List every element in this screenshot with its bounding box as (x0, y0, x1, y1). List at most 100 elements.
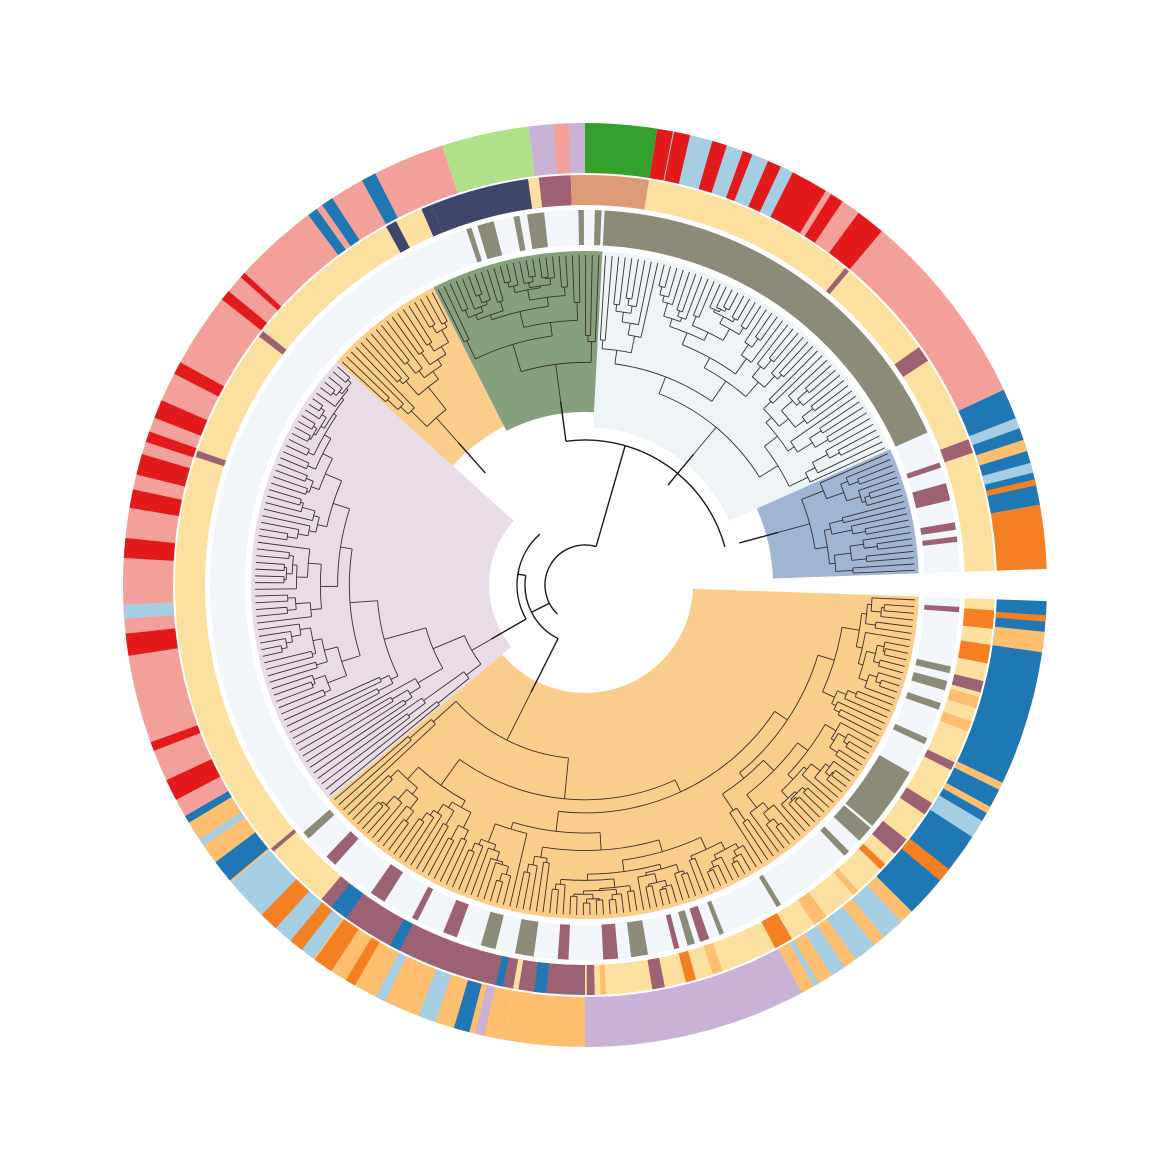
branch (283, 676, 380, 721)
outer-ring-segment (322, 198, 360, 247)
branch (435, 417, 460, 444)
branch (796, 401, 801, 406)
branch (380, 801, 384, 805)
branch (302, 506, 316, 512)
backbone-arc (516, 533, 541, 620)
branch (558, 255, 563, 288)
branch (601, 340, 604, 349)
branch (474, 273, 483, 295)
branch (864, 687, 896, 699)
branch (640, 263, 659, 338)
branch (763, 813, 771, 822)
branch (835, 769, 851, 782)
middle-ring-segment (947, 688, 980, 709)
branch (370, 333, 410, 379)
branch-arc (835, 749, 840, 756)
branch (258, 630, 291, 637)
branch (670, 884, 677, 903)
inner-ring-segment (526, 212, 548, 250)
branch (805, 364, 832, 389)
branch-arc (306, 462, 310, 469)
branch (468, 276, 477, 297)
branch (405, 811, 414, 822)
branch (876, 538, 912, 545)
branch (780, 804, 806, 832)
branch (407, 766, 419, 780)
branch (834, 552, 851, 556)
branch (806, 390, 853, 424)
branch (526, 864, 530, 873)
branch (302, 700, 394, 757)
branch (428, 343, 435, 352)
branch-arc (819, 428, 824, 434)
branch (627, 891, 631, 912)
middle-ring-segment (678, 950, 697, 983)
branch (307, 465, 316, 470)
backbone-branch (458, 442, 486, 474)
branch (802, 787, 806, 791)
branch-arc (741, 354, 752, 363)
branch (375, 329, 406, 365)
middle-ring-segment (528, 177, 543, 209)
branch (546, 858, 548, 863)
branch (471, 842, 476, 852)
branch-arc (433, 809, 442, 816)
outer-ring-segment (261, 879, 310, 929)
branch (529, 865, 538, 911)
branch (637, 261, 652, 325)
branch (271, 674, 313, 690)
branch (845, 746, 866, 760)
branch (285, 445, 307, 456)
branch (875, 681, 881, 684)
branch (458, 851, 475, 891)
branch (385, 795, 395, 806)
branch (621, 860, 625, 872)
branch (310, 608, 322, 611)
branch (844, 698, 888, 718)
branch-arc (865, 556, 868, 562)
branch (745, 381, 759, 397)
branch (848, 741, 870, 754)
branch-arc (709, 864, 719, 870)
branch (764, 435, 778, 447)
branch (618, 257, 626, 305)
branch (410, 815, 443, 866)
branch (478, 839, 482, 845)
branch-arc (797, 398, 804, 406)
branch-arc (288, 552, 290, 559)
branch (339, 391, 343, 395)
middle-ring-segment (386, 221, 410, 253)
middle-ring-segment (270, 829, 341, 900)
backbone-branch (531, 602, 550, 613)
middle-ring (174, 174, 995, 995)
branch-arc (310, 627, 317, 654)
outer-ring-segment (145, 431, 197, 458)
middle-ring-segment (951, 674, 984, 693)
branch (506, 264, 512, 282)
branch (884, 654, 907, 661)
branch (372, 802, 403, 838)
branch (831, 703, 837, 707)
inner-ring-segment (833, 805, 871, 841)
branch (856, 646, 863, 649)
branch (487, 823, 496, 843)
branch (864, 495, 870, 498)
branch (464, 846, 484, 893)
branch (731, 295, 745, 318)
branch (399, 379, 404, 385)
outer-ring-segment (290, 902, 333, 950)
branch (257, 616, 312, 624)
branch (664, 266, 671, 288)
branch (733, 850, 738, 857)
branch (278, 689, 324, 709)
middle-ring-segment (534, 962, 550, 994)
outer-ring-segment (992, 626, 1045, 653)
branch (602, 899, 604, 915)
outer-ring-segment (664, 131, 691, 184)
outer-ring-segment (442, 126, 535, 194)
branch-arc (426, 409, 447, 427)
backbone-branch (548, 638, 559, 657)
branch (700, 837, 707, 850)
branch-arc (496, 879, 503, 883)
branch (308, 530, 316, 533)
